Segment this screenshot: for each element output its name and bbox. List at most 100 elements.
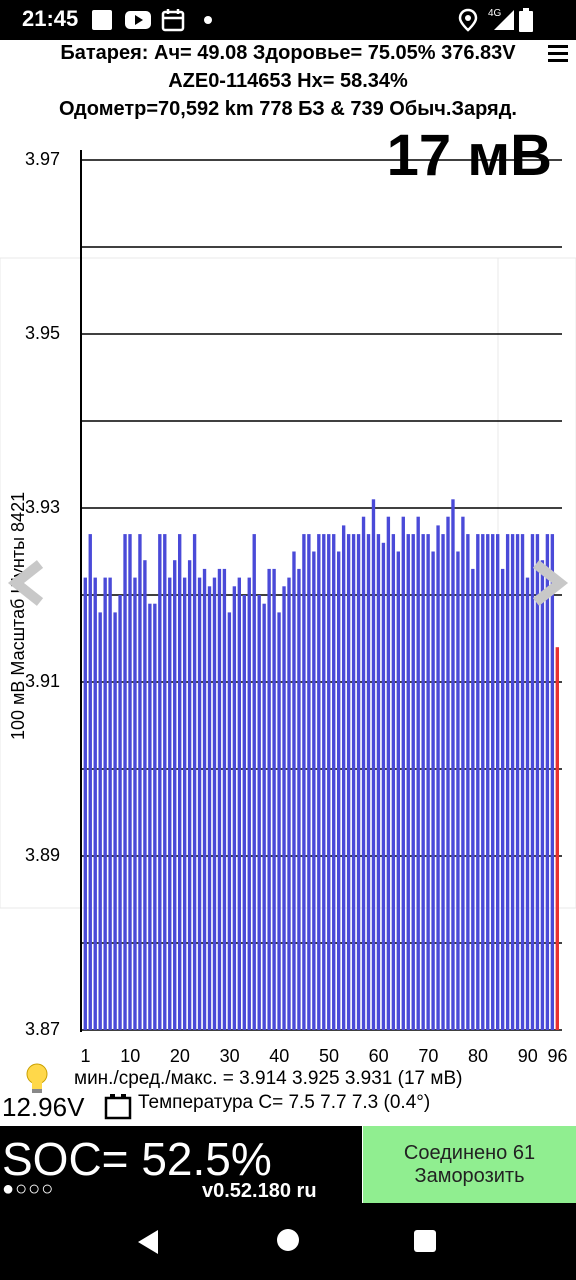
previous-page-icon[interactable]	[2, 560, 48, 606]
cell-bar	[158, 534, 162, 1030]
cell-bar	[366, 534, 371, 1030]
cell-bar	[182, 577, 187, 1030]
cell-bar	[128, 534, 132, 1030]
x-tick-label: 20	[169, 1046, 190, 1066]
next-page-icon[interactable]	[528, 560, 574, 606]
cell-bar	[113, 612, 117, 1030]
cell-bar	[555, 647, 559, 1030]
cell-bar	[133, 577, 137, 1030]
cell-bar	[153, 603, 157, 1030]
x-tick-label: 10	[120, 1046, 141, 1066]
home-icon[interactable]	[276, 1228, 300, 1252]
cell-bar	[103, 577, 107, 1030]
app-version: v0.52.180 ru	[202, 1180, 317, 1202]
cell-bar	[416, 516, 420, 1030]
cell-bar	[391, 534, 396, 1030]
state-of-charge: SOC= 52.5%	[2, 1133, 272, 1185]
cell-bar	[173, 560, 177, 1030]
cell-bar	[441, 534, 445, 1030]
freeze-label: Заморозить	[414, 1164, 525, 1187]
odometer-info: Одометр=70,592 km 778 БЗ & 739 Обыч.Заря…	[59, 98, 517, 120]
back-icon[interactable]	[134, 1228, 162, 1256]
x-tick-label: 30	[219, 1046, 240, 1066]
battery-icon	[519, 8, 533, 32]
cell-bar	[222, 568, 227, 1030]
cell-bar	[217, 568, 222, 1030]
status-bar: 21:45 4G	[0, 0, 576, 40]
cell-bar	[277, 612, 281, 1030]
cell-bar	[212, 577, 217, 1030]
cell-bar	[446, 516, 450, 1030]
y-tick-label: 3.95	[24, 323, 60, 343]
calendar-icon	[161, 9, 185, 32]
y-tick-label: 3.93	[24, 497, 60, 517]
x-tick-label: 50	[318, 1046, 339, 1066]
cell-bar	[476, 534, 480, 1030]
cell-bar	[108, 577, 112, 1030]
cell-bar	[486, 534, 490, 1030]
cell-bar	[436, 525, 440, 1030]
cell-bar	[272, 568, 276, 1030]
cell-bar	[451, 499, 455, 1030]
voltage-spread-label: 17 мВ	[386, 123, 552, 188]
cell-bar	[466, 534, 470, 1030]
cell-bar	[242, 595, 246, 1030]
cell-bar	[525, 577, 530, 1030]
cell-bar	[426, 534, 430, 1030]
recents-icon[interactable]	[412, 1228, 438, 1254]
cell-bar	[351, 534, 356, 1030]
menu-icon[interactable]	[546, 42, 570, 64]
connect-freeze-button[interactable]: Соединено 61 Заморозить	[363, 1126, 576, 1203]
voltage-stats: мин./сред./макс. = 3.914 3.925 3.931 (17…	[74, 1068, 463, 1089]
cell-bar	[257, 595, 261, 1030]
cell-bar	[341, 525, 346, 1030]
cell-bar	[93, 577, 97, 1030]
cell-bar	[207, 586, 212, 1030]
cell-bar	[297, 568, 301, 1030]
temperature-readout: Температура C= 7.5 7.7 7.3 (0.4°)	[138, 1092, 431, 1113]
cell-bar	[192, 534, 197, 1030]
cell-bar	[496, 534, 500, 1030]
cell-voltage-chart[interactable]	[0, 0, 576, 1060]
cell-bar	[262, 603, 266, 1030]
cell-bar	[337, 551, 341, 1030]
cell-bar	[287, 577, 291, 1030]
y-tick-label: 3.89	[24, 845, 60, 865]
cell-bar	[302, 534, 306, 1030]
lightbulb-icon[interactable]	[24, 1062, 50, 1096]
network-type: 4G	[488, 8, 502, 19]
cell-bar	[456, 551, 460, 1030]
dot-icon	[204, 16, 212, 24]
cell-bar	[168, 577, 172, 1030]
cell-bar	[540, 560, 545, 1030]
cell-bar	[232, 586, 237, 1030]
cell-bar	[510, 534, 515, 1030]
cell-bar	[431, 551, 435, 1030]
cell-bar	[371, 499, 376, 1030]
x-tick-label: 1	[80, 1046, 91, 1066]
cell-bar	[292, 551, 296, 1030]
cell-bar	[401, 516, 405, 1030]
signal-icon	[494, 10, 514, 30]
cell-bar	[515, 534, 520, 1030]
battery-summary: Батарея: Ач= 49.08 Здоровье= 75.05% 376.…	[60, 42, 516, 64]
y-tick-label: 3.91	[24, 671, 60, 691]
cell-bar	[187, 560, 192, 1030]
x-tick-label: 80	[468, 1046, 489, 1066]
y-tick-label: 3.87	[24, 1019, 60, 1039]
cell-bar	[143, 560, 147, 1030]
cell-bar	[98, 612, 102, 1030]
cell-bar	[267, 568, 271, 1030]
cell-bar	[148, 603, 152, 1030]
cell-bar	[550, 534, 555, 1030]
cell-bar	[346, 534, 351, 1030]
cell-bar	[421, 534, 425, 1030]
cell-bar	[545, 534, 550, 1030]
x-tick-label: 96	[547, 1046, 568, 1066]
status-time: 21:45	[22, 6, 79, 31]
connection-status: Соединено 61	[403, 1141, 536, 1164]
cell-bar	[197, 577, 202, 1030]
aux-battery-voltage: 12.96V	[2, 1092, 85, 1122]
x-tick-label: 90	[517, 1046, 538, 1066]
cell-bar	[520, 534, 525, 1030]
